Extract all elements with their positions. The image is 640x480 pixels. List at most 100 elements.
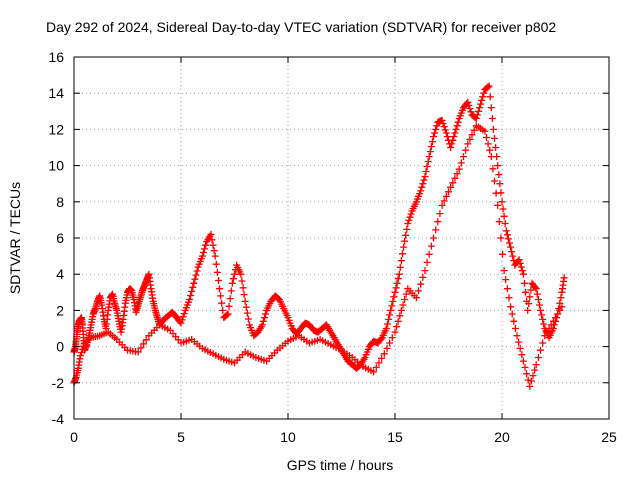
data-point — [391, 328, 399, 336]
data-point — [401, 296, 409, 303]
data-point — [452, 125, 460, 133]
data-point — [472, 115, 480, 122]
data-point — [189, 283, 197, 291]
data-point — [448, 140, 456, 148]
data-point — [479, 93, 487, 101]
data-point — [485, 82, 493, 90]
x-tick-label: 25 — [601, 429, 617, 445]
data-point — [192, 271, 200, 279]
data-point — [516, 259, 524, 267]
data-point — [424, 158, 432, 165]
data-point — [226, 295, 234, 303]
data-point — [219, 306, 227, 314]
data-point — [396, 263, 404, 271]
data-point — [402, 290, 410, 298]
data-point — [242, 303, 250, 311]
data-point — [412, 294, 420, 302]
data-point — [396, 312, 404, 320]
data-point — [449, 136, 457, 144]
data-point — [526, 382, 534, 390]
data-point — [425, 153, 433, 161]
data-point — [534, 296, 542, 303]
data-point — [498, 198, 506, 206]
data-point — [496, 180, 504, 188]
data-point — [501, 220, 509, 227]
data-point — [517, 263, 525, 271]
data-point — [524, 306, 532, 314]
data-point — [401, 237, 409, 245]
data-point — [556, 299, 564, 307]
data-point — [532, 361, 540, 369]
data-point — [453, 122, 461, 130]
data-point — [475, 107, 482, 115]
data-point — [540, 320, 548, 328]
data-point — [451, 174, 459, 182]
data-point — [447, 144, 455, 151]
y-tick-label: 12 — [48, 121, 64, 137]
data-point — [513, 332, 521, 340]
data-point — [487, 153, 495, 161]
data-point — [443, 133, 451, 141]
data-point — [391, 288, 399, 296]
data-point — [200, 249, 207, 256]
data-point — [464, 140, 472, 148]
data-point — [560, 274, 568, 282]
data-point — [405, 216, 413, 224]
data-point — [400, 243, 408, 251]
data-point — [429, 138, 436, 146]
data-point — [239, 284, 247, 292]
data-point — [442, 129, 450, 137]
data-point — [543, 328, 551, 336]
data-point — [441, 126, 449, 134]
data-point — [478, 96, 486, 104]
data-point — [534, 354, 542, 361]
data-point — [228, 279, 236, 287]
y-tick-label: 6 — [56, 230, 64, 246]
data-point — [489, 125, 497, 133]
data-point — [500, 267, 508, 275]
y-tick-label: -2 — [52, 375, 65, 391]
data-point — [229, 275, 237, 283]
data-point — [537, 306, 544, 314]
data-point — [545, 325, 553, 332]
data-point — [457, 159, 465, 167]
data-point — [217, 292, 225, 300]
data-point — [486, 93, 494, 101]
data-point — [142, 336, 150, 344]
data-point — [486, 146, 494, 154]
data-point — [492, 144, 500, 151]
data-point — [406, 213, 414, 221]
data-point — [547, 321, 555, 329]
data-point — [372, 363, 380, 371]
data-point — [524, 376, 532, 384]
data-point — [261, 314, 268, 322]
data-point — [393, 323, 401, 331]
data-point — [442, 192, 450, 200]
y-tick-label: -4 — [52, 411, 65, 427]
data-point — [440, 197, 448, 205]
data-point — [207, 230, 215, 238]
data-point — [385, 315, 393, 323]
data-point — [491, 177, 498, 185]
y-tick-label: 10 — [48, 158, 64, 174]
data-point — [420, 176, 428, 184]
data-point — [212, 260, 220, 268]
data-point — [388, 334, 396, 342]
data-point — [378, 354, 386, 362]
data-point — [460, 153, 467, 161]
data-point — [244, 315, 252, 323]
data-point — [516, 344, 524, 352]
data-point — [518, 267, 526, 275]
data-point — [259, 317, 267, 325]
data-point — [491, 134, 498, 142]
data-point — [394, 317, 402, 325]
data-point — [211, 252, 219, 260]
data-point — [445, 188, 452, 196]
data-point — [484, 83, 492, 91]
data-point — [423, 163, 431, 170]
y-tick-label: 14 — [48, 85, 64, 101]
data-point — [202, 241, 210, 249]
data-point — [536, 301, 543, 309]
y-tick-label: 8 — [56, 194, 64, 210]
data-point — [519, 357, 527, 365]
